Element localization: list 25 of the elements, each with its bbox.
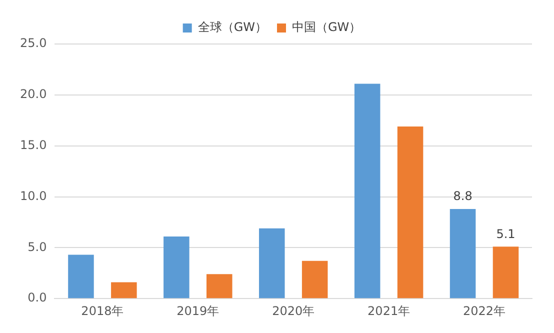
bar [397,126,424,298]
bar [450,208,476,298]
x-tick-label: 2018年 [81,304,124,318]
y-tick-label: 20.0 [20,87,47,102]
y-tick-label: 5.0 [28,240,47,254]
legend-label: 全球（GW） [198,20,268,34]
x-tick-label: 2019年 [176,304,220,318]
data-label: 5.1 [496,226,516,241]
bar [111,282,137,298]
y-tick-label: 10.0 [20,188,47,203]
x-tick-label: 2022年 [463,304,506,318]
legend-label: 中国（GW） [292,20,362,34]
x-tick-label: 2020年 [272,304,315,318]
data-label: 8.8 [453,189,472,204]
y-tick-label: 25.0 [20,36,47,50]
bar [302,260,328,298]
bar [492,246,519,298]
bar [206,274,232,298]
y-tick-label: 0.0 [28,290,47,305]
bar [258,228,285,298]
bar [68,254,94,298]
x-tick-label: 2021年 [368,304,410,318]
y-tick-label: 15.0 [20,138,47,152]
bar [354,84,380,298]
bar [164,236,190,298]
